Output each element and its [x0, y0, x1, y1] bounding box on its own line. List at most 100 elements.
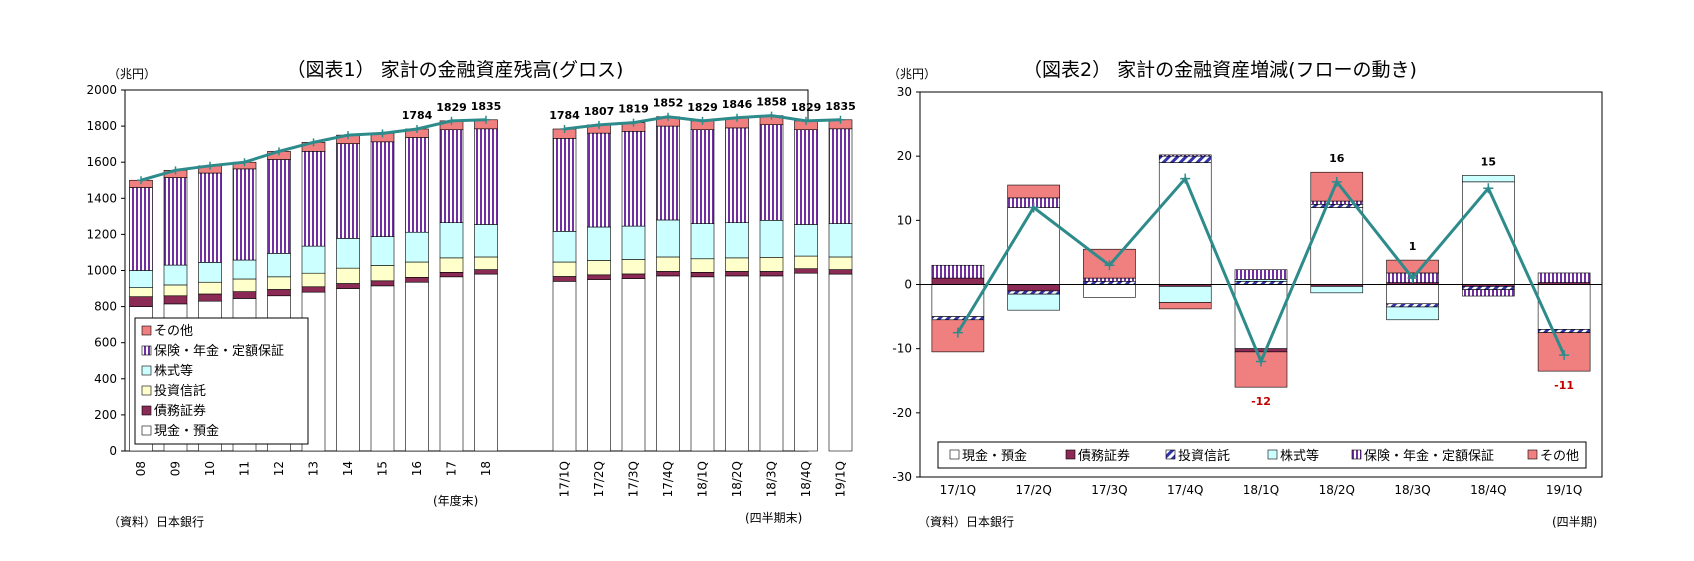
chart1-total-marker-11 [560, 124, 569, 133]
chart1-bar-16-1 [405, 277, 429, 283]
chart1-bar-18/1Q-3 [690, 223, 715, 260]
chart1-xtick-label-9: 17 [445, 461, 459, 476]
chart1-total-marker-18 [802, 116, 810, 125]
chart1-ytick-label-3: 600 [94, 336, 117, 350]
chart2-ytick-label-0: -30 [892, 470, 912, 484]
chart1-bar-17/3Q-3 [621, 225, 646, 260]
chart2-legend-swatch-4 [1351, 449, 1362, 460]
chart2-bar-17/2Q-1 [1007, 284, 1060, 292]
chart1-bar-08-4 [129, 187, 153, 271]
chart1-bar-16-3 [405, 231, 429, 263]
chart1-xtick-label-11: 17/1Q [558, 461, 572, 497]
chart1-total-marker-15 [698, 116, 707, 125]
chart1-bar-18/3Q-3 [759, 220, 784, 258]
chart1-total-label-19: 1835 [825, 100, 856, 113]
chart2-bar-18/4Q-4 [1462, 289, 1515, 297]
chart1-xtick-label-18: 18/4Q [799, 461, 813, 497]
chart1-bar-13-4 [301, 151, 326, 247]
chart1-xtick-label-14: 17/4Q [661, 461, 675, 497]
chart1-bar-14-4 [336, 143, 360, 239]
chart1-xtick-label-17: 18/3Q [765, 461, 779, 497]
chart1-total-marker-2 [206, 161, 214, 170]
chart1-xtick-label-0: 08 [134, 461, 148, 476]
chart1-bar-16-0 [405, 281, 429, 452]
chart2-bar-17/2Q-0 [1007, 207, 1060, 285]
chart2-bar-17/2Q-2 [1007, 290, 1060, 295]
chart2-legend-label-3: 株式等 [1280, 448, 1319, 464]
chart1-bar-08-1 [129, 296, 153, 307]
chart1-bar-19/1Q-2 [828, 256, 853, 270]
chart1-total-label-18: 1829 [791, 101, 822, 114]
chart1-bar-17/4Q-0 [656, 275, 680, 452]
chart1-total-label-12: 1807 [584, 105, 615, 118]
chart1-bar-18-0 [474, 273, 498, 452]
chart1-bar-18/4Q-3 [794, 224, 818, 257]
chart2-bar-17/4Q-3 [1158, 286, 1212, 303]
chart1-title: （図表1） 家計の金融資産残高(グロス) [287, 59, 624, 81]
chart1-total-label-8: 1784 [402, 109, 433, 122]
chart2-bar-17/3Q-0 [1083, 284, 1136, 298]
chart1-bar-17/4Q-1 [656, 271, 680, 277]
chart1-total-marker-16 [733, 113, 741, 122]
chart2-net-marker-5 [1331, 176, 1342, 187]
chart1-total-marker-0 [137, 176, 145, 185]
chart2-xtick-label-0: 17/1Q [940, 483, 976, 497]
chart2-xtick-label-8: 19/1Q [1546, 483, 1582, 497]
chart1-bar-17/3Q-1 [621, 273, 646, 279]
chart2-ytick-label-2: -10 [892, 342, 912, 356]
chart1-bar-14-2 [336, 267, 360, 284]
chart2-net-label-5: 16 [1329, 152, 1345, 165]
chart1-bar-18-4 [474, 128, 498, 225]
chart2-bar-17/1Q-4 [931, 264, 985, 279]
chart1-xtick-label-7: 15 [376, 461, 390, 476]
chart1-total-label-17: 1858 [756, 96, 787, 109]
chart1-bar-18-3 [474, 224, 498, 258]
chart2-xtick-label-2: 17/3Q [1091, 483, 1127, 497]
chart1-source: （資料）日本銀行 [108, 515, 204, 529]
chart1-total-marker-10 [482, 115, 490, 124]
chart1-bar-09-4 [163, 177, 188, 266]
chart1-legend-label-4: 債務証券 [154, 403, 206, 419]
chart1-annual-axis-label: (年度末) [433, 493, 478, 508]
chart1-xtick-label-3: 11 [238, 461, 252, 476]
chart1-bar-18/2Q-2 [725, 257, 749, 272]
chart2-net-marker-2 [1104, 260, 1115, 271]
chart1-legend-label-3: 投資信託 [154, 383, 206, 399]
chart2-xtick-label-4: 18/1Q [1243, 483, 1279, 497]
chart1-bar-18/3Q-0 [759, 275, 784, 452]
chart2-bar-17/4Q-4 [1158, 154, 1212, 157]
chart1-total-marker-5 [309, 138, 318, 147]
chart1-xtick-label-8: 16 [410, 461, 424, 476]
chart2-net-marker-4 [1256, 356, 1266, 367]
chart1-bar-08-3 [129, 270, 153, 288]
chart1-bar-18/1Q-2 [690, 258, 715, 273]
chart1-total-marker-19 [836, 115, 845, 124]
chart1-bar-18/1Q-0 [690, 276, 715, 452]
chart2-bar-19/1Q-0 [1537, 284, 1591, 330]
chart2-net-label-7: 15 [1481, 155, 1496, 168]
chart1-bar-18/3Q-2 [759, 257, 784, 272]
chart1-legend-swatch-3 [141, 385, 152, 396]
chart1-ytick-label-7: 1400 [86, 191, 117, 205]
chart1-bar-17/1Q-1 [552, 276, 577, 282]
chart1-total-label-14: 1852 [653, 97, 684, 110]
chart2-net-marker-8 [1559, 350, 1570, 361]
chart2-source: （資料）日本銀行 [918, 515, 1014, 529]
chart1-bar-18-1 [474, 269, 498, 275]
chart1-bar-10-1 [198, 293, 222, 302]
chart2-xtick-label-6: 18/3Q [1394, 483, 1430, 497]
chart1-bar-12-1 [267, 289, 291, 297]
chart1-bar-17/3Q-0 [621, 278, 646, 452]
chart2-xtick-label-3: 17/4Q [1167, 483, 1203, 497]
chart2-legend-swatch-0 [949, 449, 960, 460]
chart2-legend-label-5: その他 [1540, 449, 1579, 464]
chart1-legend-swatch-0 [141, 325, 152, 336]
chart2-net-label-8: -11 [1554, 379, 1574, 392]
chart2-net-label-4: -12 [1251, 395, 1271, 408]
chart1-legend-swatch-5 [141, 425, 152, 436]
chart1-bar-11-2 [232, 278, 257, 292]
chart1-bar-15-3 [370, 236, 395, 266]
chart1-xtick-label-19: 19/1Q [834, 461, 848, 497]
chart1-bar-18/3Q-4 [759, 124, 784, 221]
chart1-bar-18/4Q-1 [794, 268, 818, 274]
